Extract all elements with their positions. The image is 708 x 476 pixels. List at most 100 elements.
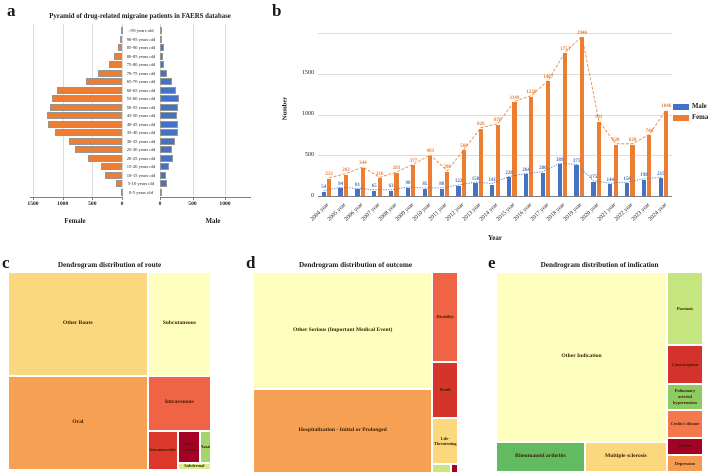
pyramid-gridline [225,24,226,197]
male-bar [160,154,174,162]
female-year-bar [630,144,635,196]
female-year-bar [478,128,483,196]
panel-b-yearly-chart: b Number Year Male Female 05001000150054… [265,0,708,248]
pyramid-tick-label: 1500 [27,201,39,207]
age-group-label: 25-30 years old [126,147,156,153]
outcome-treemap: Other Serious (Important Medical Event) H… [253,272,458,473]
female-year-bar [428,155,433,196]
female-value-label: 344 [359,161,367,167]
female-year-bar [664,110,669,196]
male-bar [160,171,166,179]
treemap-cell-asthma: Asthma [666,437,703,455]
female-value-label: 493 [426,149,435,155]
female-bar [109,61,122,69]
male-bar [160,137,175,145]
female-value-label: 744 [645,128,654,134]
age-group-label: 75-80 years old [126,62,156,68]
female-axis-label: Female [64,218,86,225]
panel-a-pyramid: a Pyramid of drug-related migraine patie… [0,0,265,248]
treemap-cell-life-threatening: Life-Threatening [432,418,458,465]
age-group-label: 80-85 years old [126,53,156,59]
treemap-cell-pulmonary-arterial-hypertension: Pulmonary arterial hypertension [666,384,703,410]
pyramid-tick [122,197,123,200]
male-bar [160,103,179,111]
female-year-bar [596,121,601,196]
male-bar [160,120,178,128]
male-bar [160,44,165,52]
pyramid-gridline [122,24,123,197]
male-year-bar [389,190,394,196]
male-bar [160,61,164,69]
treemap-cell-contraception: Contraception [666,345,703,384]
treemap-cell-crohn-s-disease: Crohn's disease [666,410,703,438]
female-bar [121,188,124,196]
female-value-label: 911 [595,115,603,121]
treemap-cell-death: Death [432,362,458,419]
pyramid-tick-label: 0 [120,201,124,207]
indication-treemap-title: Dendrogram distribution of indication [540,261,659,269]
y-tick-label: 0 [311,192,314,199]
treemap-cell-nasal: Nasal [199,430,211,463]
treemap-cell-intravenous: Intravenous [147,375,211,431]
treemap-cell-intramuscular: Intramuscular [147,430,178,470]
treemap-cell-other-indication: Other Indication [496,272,667,442]
female-bar [121,27,124,35]
female-value-label: 283 [392,166,401,172]
male-bar [160,129,179,137]
pyramid-tick-label: 1000 [219,201,231,207]
x-axis [318,196,672,197]
male-bar [160,52,164,60]
female-year-bar [495,124,500,196]
male-year-bar [321,191,326,196]
panel-c-route-treemap: c Dendrogram distribution of route Other… [0,248,238,476]
female-value-label: 1407 [543,74,554,80]
male-year-bar [338,188,343,196]
male-value-label: 375 [572,158,581,164]
female-bar [116,180,122,188]
panel-b-label: b [272,1,282,20]
female-bar [105,171,122,179]
female-bar [46,112,122,120]
outcome-treemap-title: Dendrogram distribution of outcome [298,261,413,269]
age-group-label: 60-65 years old [126,87,156,93]
male-bar [160,188,162,196]
female-value-label: 560 [460,143,468,149]
female-bar [48,120,122,128]
pyramid-tick [62,197,64,200]
female-value-label: 1149 [509,95,520,101]
male-bar [160,180,168,188]
female-year-bar [579,37,584,196]
male-bar [160,35,162,43]
y-axis-title: Number [281,96,289,121]
female-bar [74,146,122,154]
female-year-bar [613,144,618,196]
y-tick-label: 500 [305,151,314,158]
female-bar [56,86,122,94]
male-bar [160,27,162,35]
age-group-label: 55-60 years old [126,96,156,102]
female-year-bar [512,102,517,196]
treemap-cell-subdermal: Subdermal [177,462,211,470]
male-year-bar [557,164,562,196]
male-year-bar [625,183,630,196]
treemap-cell-multiple-sclerosis: Multiple sclerosis [584,442,667,472]
route-treemap-title: Dendrogram distribution of route [57,261,162,269]
female-value-label: 216 [375,171,384,177]
male-year-bar [540,172,545,196]
female-legend-swatch [673,114,689,121]
panel-c-label: c [2,253,10,272]
treemap-cell-other-route: Other Route [8,272,148,376]
route-treemap: Other Route Subcutaneous Oral Intravenous In… [8,272,211,470]
male-year-bar [658,178,663,196]
female-value-label: 296 [443,165,451,171]
age-group-label: 15-20 years old [126,164,156,170]
gridline [318,33,672,34]
male-bar [160,78,172,86]
pyramid-tick [33,197,34,200]
male-year-bar [372,190,377,196]
age-group-label: 65-70 years old [126,79,156,85]
age-group-label: 35-40 years old [126,130,156,136]
male-year-bar [490,184,495,196]
male-bar [160,146,173,154]
treemap-cell-unlabeled [432,464,452,473]
